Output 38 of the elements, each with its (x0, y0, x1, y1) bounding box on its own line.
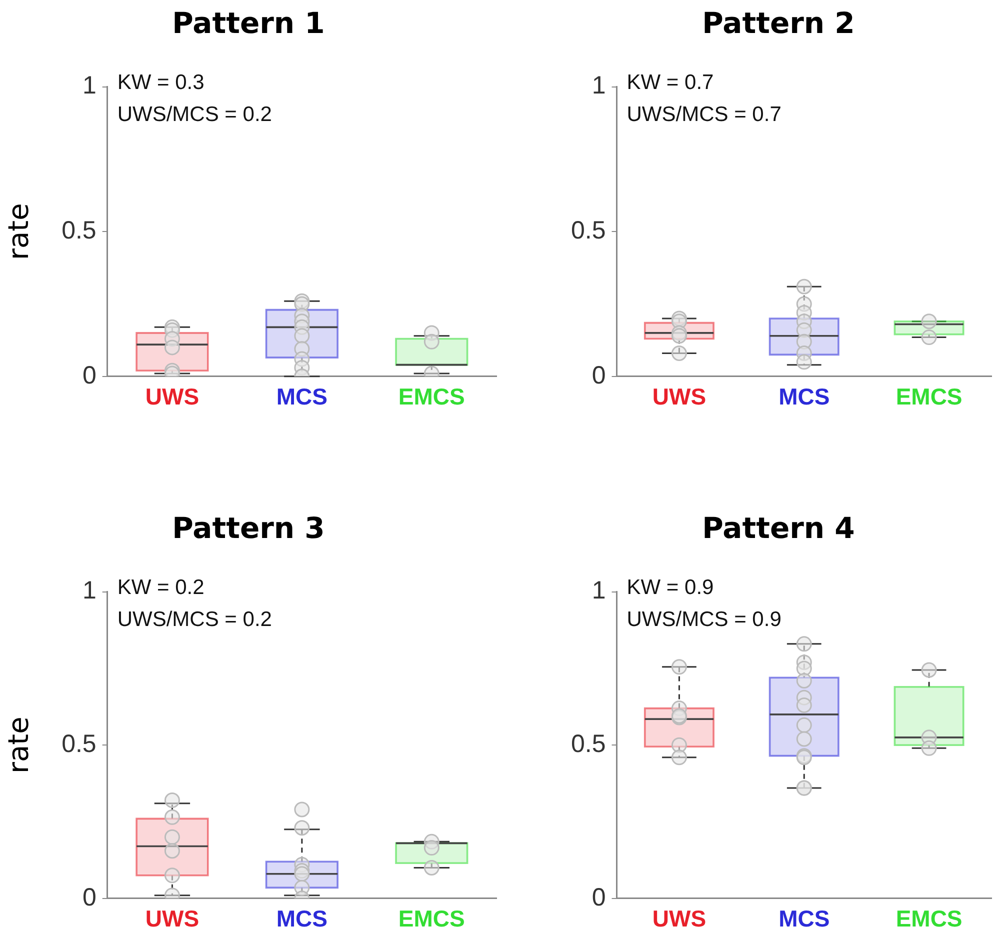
chart-title: Pattern 4 (702, 510, 855, 545)
y-axis-title: rate (2, 716, 36, 774)
y-tick-label: 0 (82, 361, 96, 390)
annotation: KW = 0.9 (626, 576, 714, 600)
x-tick-label: EMCS (896, 906, 962, 932)
y-tick-label: 0 (592, 361, 606, 390)
x-tick-label: MCS (778, 384, 830, 410)
annotation: UWS/MCS = 0.9 (626, 608, 782, 632)
y-tick-label: 0 (592, 883, 606, 912)
annotation: UWS/MCS = 0.2 (117, 103, 272, 126)
y-tick-label: 0.5 (570, 730, 606, 758)
annotation: UWS/MCS = 0.7 (626, 103, 782, 126)
y-tick-label: 0.5 (62, 216, 96, 244)
annotation: KW = 0.2 (117, 576, 204, 600)
x-tick-label: UWS (145, 384, 200, 410)
chart-title: Pattern 3 (172, 510, 325, 545)
annotation: UWS/MCS = 0.2 (117, 608, 272, 632)
annotation: KW = 0.3 (117, 71, 204, 94)
x-tick-label: EMCS (896, 384, 962, 410)
y-axis-title: rate (2, 203, 36, 260)
y-tick-label: 1 (592, 576, 606, 605)
y-tick-label: 1 (82, 72, 96, 100)
y-tick-label: 1 (592, 72, 606, 100)
annotation: KW = 0.7 (626, 71, 714, 94)
y-tick-label: 0.5 (570, 216, 606, 244)
x-tick-label: EMCS (398, 384, 465, 410)
chart-title: Pattern 1 (172, 6, 325, 40)
chart-title: Pattern 2 (702, 6, 855, 40)
x-tick-label: MCS (778, 906, 830, 932)
y-tick-label: 0.5 (62, 730, 96, 758)
x-tick-label: UWS (652, 384, 706, 410)
x-tick-label: MCS (276, 906, 328, 932)
x-tick-label: MCS (276, 384, 328, 410)
y-tick-label: 0 (82, 883, 96, 912)
x-tick-label: EMCS (398, 906, 465, 932)
x-tick-label: UWS (145, 906, 200, 932)
x-tick-label: UWS (652, 906, 706, 932)
y-tick-label: 1 (82, 576, 96, 605)
